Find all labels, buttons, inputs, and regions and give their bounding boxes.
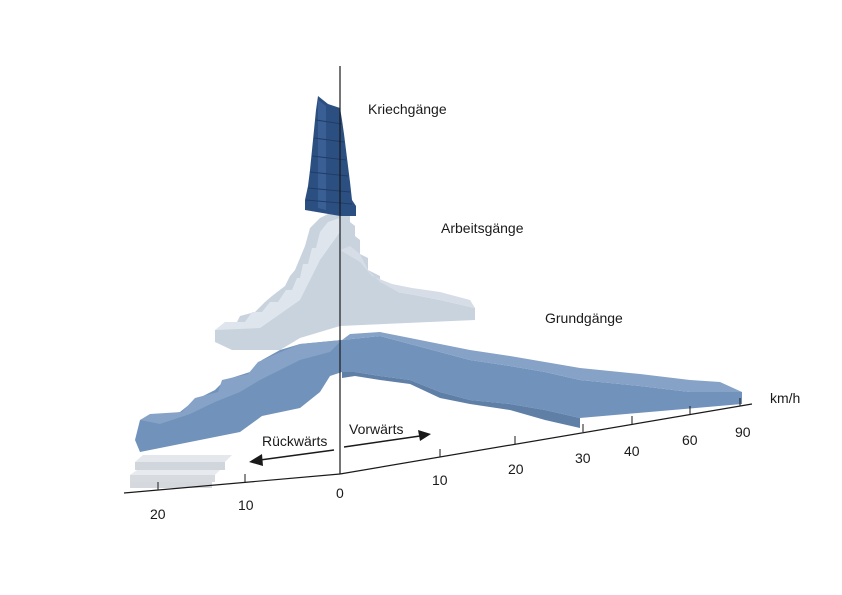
forward-axis <box>339 403 753 475</box>
arbeit-body <box>215 208 475 350</box>
kriech-highlight <box>318 100 326 210</box>
reverse-light-step-3 <box>130 482 212 488</box>
reverse-light-step-2 <box>135 462 225 470</box>
forward-arrow-line <box>343 435 421 448</box>
kriechgaenge-shape <box>305 96 356 216</box>
grund-top-left <box>140 340 342 424</box>
reverse-arrow-head <box>249 454 263 466</box>
reverse-axis <box>123 473 341 494</box>
reverse-light-step-1 <box>130 475 215 482</box>
forward-arrow-head <box>418 430 431 441</box>
arbeitsgaenge-shape <box>215 208 475 350</box>
reverse-arrow-line <box>259 449 335 461</box>
tick-label-90: 90 <box>735 424 751 440</box>
tick-label-30: 30 <box>575 450 591 466</box>
arbeit-top-left <box>215 218 340 330</box>
grund-underside <box>342 372 580 428</box>
direction-arrows <box>249 430 431 466</box>
label-rueckwaerts: Rückwärts <box>262 433 327 449</box>
grund-top-right <box>342 332 742 392</box>
tick-label-0: 0 <box>336 485 344 501</box>
kriech-body <box>305 96 356 216</box>
kriech-step-lines <box>305 119 353 205</box>
unit-label: km/h <box>770 390 800 406</box>
label-grundgaenge: Grundgänge <box>545 310 623 326</box>
tick-label-20: 20 <box>508 461 524 477</box>
tick-label-60: 60 <box>682 432 698 448</box>
tick-label-rev-10: 10 <box>238 497 254 513</box>
reverse-light-steps <box>130 455 232 488</box>
arbeit-top-right <box>340 246 475 308</box>
grundgaenge-shape <box>135 332 742 452</box>
reverse-tick-marks <box>157 474 246 490</box>
label-arbeitsgaenge: Arbeitsgänge <box>441 220 524 236</box>
forward-tick-marks <box>439 398 741 457</box>
label-vorwaerts: Vorwärts <box>349 421 403 437</box>
reverse-light-step-2-top <box>135 455 232 462</box>
axes <box>123 66 753 494</box>
label-kriechgaenge: Kriechgänge <box>368 101 447 117</box>
tick-label-10: 10 <box>432 472 448 488</box>
tick-label-rev-20: 20 <box>150 506 166 522</box>
tick-label-40: 40 <box>624 443 640 459</box>
